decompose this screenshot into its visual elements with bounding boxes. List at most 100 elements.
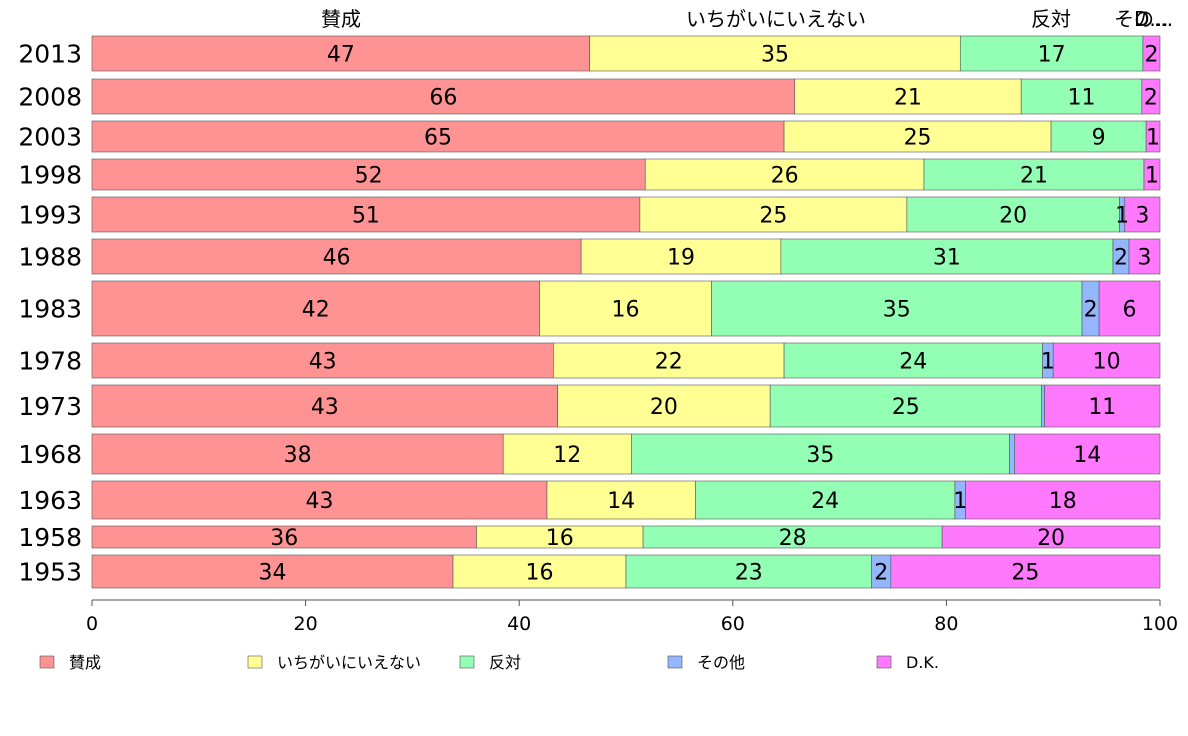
data-label-1998-0: 52 (355, 164, 383, 189)
data-label-1968-4: 14 (1073, 443, 1101, 468)
bar-segment-1978-4 (1052, 342, 1161, 379)
bar-segment-2013-2 (959, 35, 1144, 72)
data-label-1973-2: 25 (892, 395, 920, 420)
data-label-1988-4: 3 (1138, 246, 1152, 271)
bar-segment-1953-4 (890, 554, 1161, 589)
data-label-1953-1: 16 (525, 561, 553, 586)
bar-segment-1983-2 (711, 280, 1083, 337)
data-label-1993-0: 51 (352, 204, 380, 229)
data-label-1958-1: 16 (546, 526, 574, 551)
data-label-1963-0: 43 (305, 489, 333, 514)
bar-segment-1973-3 (1041, 384, 1045, 428)
data-label-1958-0: 36 (270, 526, 298, 551)
bar-segment-1998-1 (644, 158, 925, 191)
bar-segment-1968-2 (631, 433, 1010, 475)
data-labels-layer: 47 35 17 266 21 11 265 25 9 152 26 21 151 25 20 1 346 19 3… (258, 43, 1160, 586)
data-label-2008-4: 2 (1144, 86, 1158, 111)
legend-swatch-0 (39, 655, 55, 669)
bar-segment-1953-1 (452, 554, 627, 589)
bar-segment-1973-1 (557, 384, 771, 428)
legend-label-3: その他 (697, 653, 745, 672)
bar-segment-1993-4 (1124, 196, 1161, 233)
bar-segment-1978-2 (783, 342, 1043, 379)
legend: 賛成 いちがいにいえない 反対 その他 D.K. (39, 653, 939, 672)
data-label-1988-2: 31 (933, 246, 961, 271)
data-label-1973-0: 43 (311, 395, 339, 420)
x-tick-label-80: 80 (934, 613, 958, 635)
data-label-1998-1: 26 (771, 164, 799, 189)
data-label-1988-3: 2 (1114, 246, 1128, 271)
data-label-1993-2: 20 (999, 204, 1027, 229)
y-category-label-1978: 1978 (18, 347, 82, 376)
data-label-2003-0: 65 (424, 126, 452, 151)
x-axis: 0 20 40 60 80 100 (86, 599, 1178, 635)
data-label-1983-1: 16 (611, 298, 639, 323)
legend-label-4: D.K. (906, 653, 939, 672)
data-label-1978-1: 22 (655, 350, 683, 375)
data-label-1998-2: 21 (1020, 164, 1048, 189)
bar-segment-1968-0 (91, 433, 504, 475)
bar-segment-1953-0 (91, 554, 454, 589)
top-series-label-2: 反対 (1031, 7, 1071, 31)
data-label-1963-2: 24 (811, 489, 839, 514)
bar-segment-2013-1 (589, 35, 961, 72)
data-label-2013-1: 35 (761, 43, 789, 68)
bar-segment-1958-4 (941, 525, 1161, 549)
data-label-1968-1: 12 (553, 443, 581, 468)
legend-swatch-3 (667, 655, 683, 669)
data-label-1983-4: 6 (1123, 298, 1137, 323)
data-label-2003-1: 25 (904, 126, 932, 151)
data-label-1953-3: 2 (874, 561, 888, 586)
data-label-1983-0: 42 (302, 298, 330, 323)
data-label-1973-1: 20 (650, 395, 678, 420)
y-category-label-1953: 1953 (18, 558, 82, 587)
x-tick-label-60: 60 (721, 613, 745, 635)
y-category-label-1988: 1988 (18, 243, 82, 272)
x-tick-label-100: 100 (1142, 613, 1178, 635)
bar-segment-1973-4 (1044, 384, 1161, 428)
bar-segment-1983-4 (1098, 280, 1161, 337)
data-label-2008-0: 66 (429, 86, 457, 111)
data-label-1953-0: 34 (258, 561, 286, 586)
y-category-label-1998: 1998 (18, 161, 82, 190)
bar-segment-1968-1 (502, 433, 632, 475)
data-label-1993-3: 1 (1115, 204, 1129, 229)
data-label-1953-4: 25 (1011, 561, 1039, 586)
data-label-1983-2: 35 (883, 298, 911, 323)
top-series-label-1: いちがいにいえない (686, 7, 866, 31)
bar-segment-2013-0 (91, 35, 590, 72)
top-series-label-0: 賛成 (321, 7, 361, 31)
bar-segment-1983-0 (91, 280, 540, 337)
y-category-label-1993: 1993 (18, 201, 82, 230)
data-label-2013-4: 2 (1144, 43, 1158, 68)
top-series-label-4: D... (1134, 7, 1168, 31)
x-tick-label-20: 20 (294, 613, 318, 635)
bar-segment-1973-0 (91, 384, 558, 428)
data-label-1963-4: 18 (1049, 489, 1077, 514)
legend-swatch-1 (247, 655, 263, 669)
data-label-1963-1: 14 (607, 489, 635, 514)
data-label-1978-0: 43 (309, 350, 337, 375)
bar-segment-2013-4 (1142, 35, 1161, 72)
x-tick-label-0: 0 (86, 613, 98, 635)
data-label-2008-2: 11 (1068, 86, 1096, 111)
bar-segment-1968-3 (1009, 433, 1016, 475)
bar-segment-1993-1 (639, 196, 908, 233)
bar-segment-1988-2 (780, 238, 1114, 275)
data-label-1978-3: 1 (1041, 350, 1055, 375)
bar-segment-1978-0 (91, 342, 554, 379)
bar-segment-2003-4 (1145, 120, 1161, 153)
y-category-label-1968: 1968 (18, 440, 82, 469)
data-label-1998-4: 1 (1145, 164, 1159, 189)
bar-segment-2008-1 (794, 78, 1022, 115)
y-category-label-2008: 2008 (18, 83, 82, 112)
bar-segment-1988-0 (91, 238, 582, 275)
data-label-2003-2: 9 (1092, 126, 1106, 151)
data-label-1993-1: 25 (759, 204, 787, 229)
data-label-2013-2: 17 (1038, 43, 1066, 68)
bar-segment-1998-0 (91, 158, 646, 191)
y-category-label-1963: 1963 (18, 486, 82, 515)
bars-layer (91, 35, 1161, 589)
data-label-1963-3: 1 (953, 489, 967, 514)
